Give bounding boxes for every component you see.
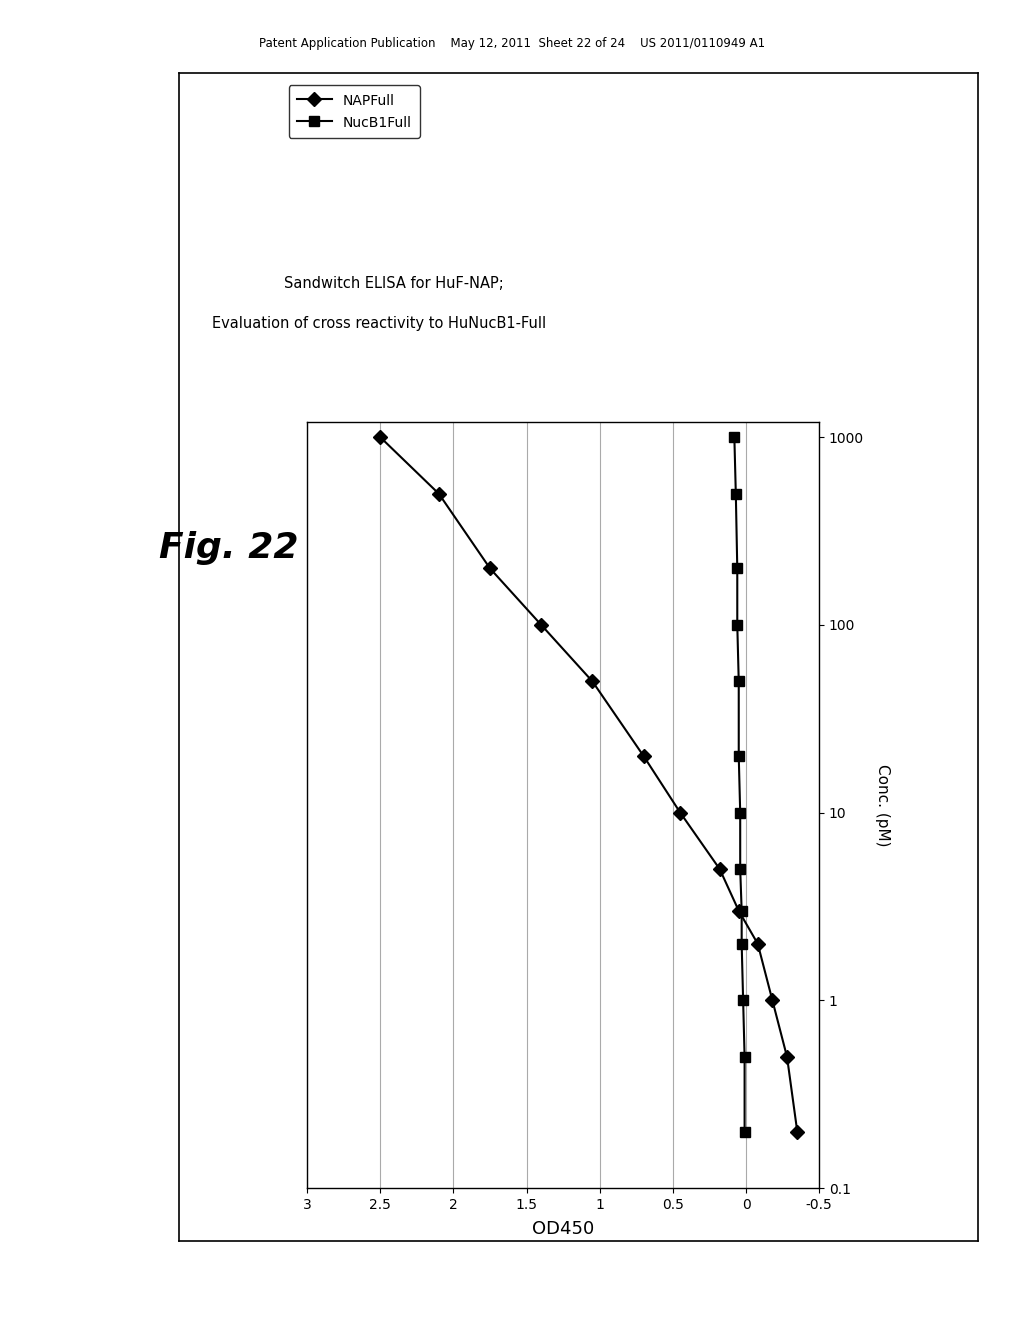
Text: Fig. 22: Fig. 22 (159, 531, 298, 565)
NAPFull (732, 903, 744, 919)
NucB1Full (738, 1123, 751, 1139)
NucB1Full (732, 673, 744, 689)
Legend: NAPFull, NucB1Full: NAPFull, NucB1Full (289, 84, 420, 139)
NucB1Full (732, 748, 744, 764)
NAPFull (766, 993, 778, 1008)
NAPFull (638, 748, 650, 764)
NucB1Full (738, 1049, 751, 1065)
NAPFull (781, 1049, 794, 1065)
NAPFull (433, 486, 445, 502)
NucB1Full (734, 861, 746, 876)
Text: Evaluation of cross reactivity to HuNucB1-Full: Evaluation of cross reactivity to HuNucB… (212, 315, 546, 331)
NAPFull (484, 561, 497, 577)
Line: NAPFull: NAPFull (376, 433, 802, 1137)
NucB1Full (735, 936, 748, 952)
X-axis label: OD450: OD450 (532, 1220, 594, 1238)
Text: Sandwitch ELISA for HuF-NAP;: Sandwitch ELISA for HuF-NAP; (285, 276, 504, 292)
NucB1Full (734, 805, 746, 821)
NAPFull (674, 805, 686, 821)
NucB1Full (731, 561, 743, 577)
NucB1Full (735, 903, 748, 919)
NAPFull (587, 673, 599, 689)
NucB1Full (730, 486, 742, 502)
Text: Patent Application Publication    May 12, 2011  Sheet 22 of 24    US 2011/011094: Patent Application Publication May 12, 2… (259, 37, 765, 50)
NucB1Full (731, 616, 743, 632)
Line: NucB1Full: NucB1Full (729, 433, 750, 1137)
Y-axis label: Conc. (pM): Conc. (pM) (876, 764, 890, 846)
NucB1Full (737, 993, 750, 1008)
NAPFull (536, 616, 548, 632)
NAPFull (714, 861, 726, 876)
NAPFull (752, 936, 764, 952)
NucB1Full (728, 429, 740, 445)
NAPFull (374, 429, 386, 445)
NAPFull (792, 1123, 804, 1139)
